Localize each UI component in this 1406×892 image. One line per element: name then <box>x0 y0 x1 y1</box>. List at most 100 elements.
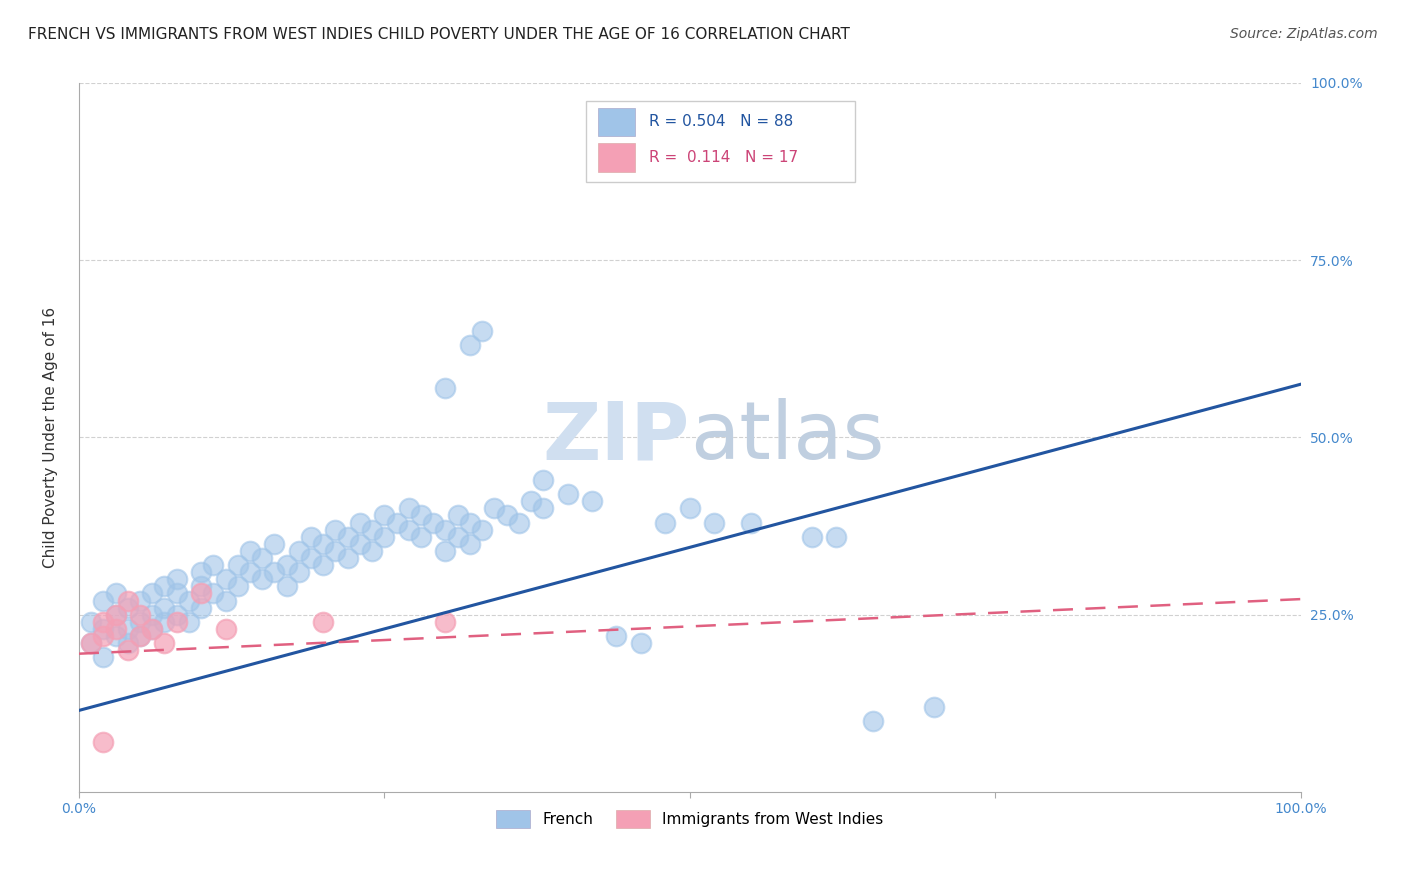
Bar <box>598 108 634 136</box>
Point <box>312 537 335 551</box>
Point <box>531 473 554 487</box>
Point <box>239 544 262 558</box>
Text: FRENCH VS IMMIGRANTS FROM WEST INDIES CHILD POVERTY UNDER THE AGE OF 16 CORRELAT: FRENCH VS IMMIGRANTS FROM WEST INDIES CH… <box>28 27 851 42</box>
Point <box>93 650 115 665</box>
Point <box>93 629 115 643</box>
Point <box>177 615 200 629</box>
Point <box>446 508 468 523</box>
Point <box>80 636 103 650</box>
Point <box>531 501 554 516</box>
Point <box>288 544 311 558</box>
Point <box>117 622 139 636</box>
Point <box>361 523 384 537</box>
Point <box>349 537 371 551</box>
Point <box>190 600 212 615</box>
Point <box>263 537 285 551</box>
Point <box>495 508 517 523</box>
Point <box>434 615 457 629</box>
Point <box>166 607 188 622</box>
Point <box>409 530 432 544</box>
Point <box>166 572 188 586</box>
Point <box>922 699 945 714</box>
Point <box>214 622 236 636</box>
Point <box>312 615 335 629</box>
Point <box>129 629 152 643</box>
Point <box>117 643 139 657</box>
Point <box>373 530 395 544</box>
Point <box>202 558 225 572</box>
Text: atlas: atlas <box>690 399 884 476</box>
Point <box>299 551 322 566</box>
Point <box>434 381 457 395</box>
Point <box>141 586 163 600</box>
Point <box>166 586 188 600</box>
FancyBboxPatch shape <box>586 101 855 182</box>
Point <box>104 622 127 636</box>
Point <box>703 516 725 530</box>
Point <box>825 530 848 544</box>
Point <box>153 636 176 650</box>
Point <box>800 530 823 544</box>
Point <box>385 516 408 530</box>
Text: Source: ZipAtlas.com: Source: ZipAtlas.com <box>1230 27 1378 41</box>
Point <box>361 544 384 558</box>
Point <box>471 523 494 537</box>
Point <box>398 501 420 516</box>
Point <box>190 586 212 600</box>
Point <box>214 593 236 607</box>
Point <box>276 558 298 572</box>
Point <box>336 551 359 566</box>
Point <box>434 544 457 558</box>
Point <box>250 551 273 566</box>
Point <box>104 629 127 643</box>
Point <box>93 593 115 607</box>
Point <box>458 516 481 530</box>
Point <box>422 516 444 530</box>
Text: ZIP: ZIP <box>543 399 690 476</box>
Point <box>276 579 298 593</box>
Point <box>325 523 347 537</box>
Point <box>349 516 371 530</box>
Point <box>325 544 347 558</box>
Point <box>93 615 115 629</box>
Point <box>299 530 322 544</box>
Point <box>129 593 152 607</box>
Point <box>226 558 249 572</box>
Text: R =  0.114   N = 17: R = 0.114 N = 17 <box>650 150 799 165</box>
Point <box>520 494 543 508</box>
Point <box>117 600 139 615</box>
Point <box>202 586 225 600</box>
Point <box>581 494 603 508</box>
Legend: French, Immigrants from West Indies: French, Immigrants from West Indies <box>491 804 889 834</box>
Point <box>80 636 103 650</box>
Point <box>214 572 236 586</box>
Point <box>153 615 176 629</box>
Point <box>141 607 163 622</box>
Point <box>250 572 273 586</box>
Text: R = 0.504   N = 88: R = 0.504 N = 88 <box>650 114 793 129</box>
Point <box>117 636 139 650</box>
Point <box>458 537 481 551</box>
Point <box>288 565 311 579</box>
Point <box>263 565 285 579</box>
Point <box>484 501 506 516</box>
Point <box>409 508 432 523</box>
Point <box>80 615 103 629</box>
Y-axis label: Child Poverty Under the Age of 16: Child Poverty Under the Age of 16 <box>44 307 58 568</box>
Point <box>153 600 176 615</box>
Point <box>398 523 420 537</box>
Point <box>679 501 702 516</box>
Point <box>129 615 152 629</box>
Point <box>129 607 152 622</box>
Point <box>117 593 139 607</box>
Point <box>508 516 530 530</box>
Point <box>605 629 627 643</box>
Point <box>557 487 579 501</box>
Point <box>630 636 652 650</box>
Point <box>373 508 395 523</box>
Point <box>93 735 115 749</box>
Point <box>93 622 115 636</box>
Point <box>190 579 212 593</box>
Point <box>654 516 676 530</box>
Point <box>458 338 481 352</box>
